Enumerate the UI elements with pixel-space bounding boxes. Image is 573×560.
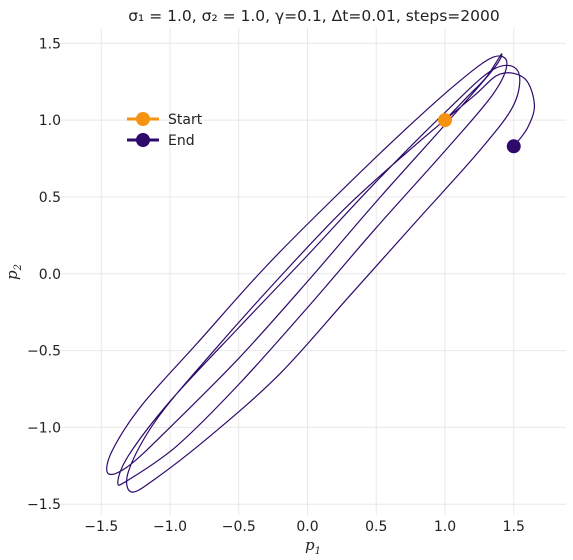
x-tick-label: −1.5 (84, 519, 118, 535)
chart-title: σ₁ = 1.0, σ₂ = 1.0, γ=0.1, Δt=0.01, step… (128, 7, 500, 25)
x-axis-ticks: −1.5 −1.0 −0.5 0.0 0.5 1.0 1.5 (84, 519, 525, 535)
x-tick-label: −0.5 (222, 519, 256, 535)
y-tick-label: 1.5 (39, 36, 61, 52)
y-tick-label: 0.0 (39, 267, 61, 283)
y-axis-ticks: −1.5 −1.0 −0.5 0.0 0.5 1.0 1.5 (27, 36, 61, 513)
x-tick-label: −1.0 (153, 519, 187, 535)
y-axis-label: p2 (3, 264, 24, 280)
legend-start-marker (136, 112, 150, 126)
x-tick-label: 1.0 (434, 519, 456, 535)
end-marker (506, 139, 521, 154)
start-marker (438, 113, 452, 128)
legend-end-label: End (168, 133, 195, 149)
trajectory-line (106, 53, 536, 493)
legend-end-marker (136, 133, 150, 147)
point-markers (438, 113, 521, 154)
legend: Start End (127, 112, 203, 149)
y-tick-label: −1.0 (27, 420, 61, 436)
y-tick-label: −0.5 (27, 344, 61, 360)
x-axis-label: p1 (305, 536, 321, 557)
x-tick-label: 0.5 (365, 519, 387, 535)
legend-start-label: Start (168, 112, 203, 128)
x-tick-label: 1.5 (503, 519, 525, 535)
y-tick-label: −1.5 (27, 497, 61, 513)
x-tick-label: 0.0 (296, 519, 318, 535)
y-tick-label: 1.0 (39, 113, 61, 129)
grid (60, 28, 566, 515)
y-tick-label: 0.5 (39, 190, 61, 206)
